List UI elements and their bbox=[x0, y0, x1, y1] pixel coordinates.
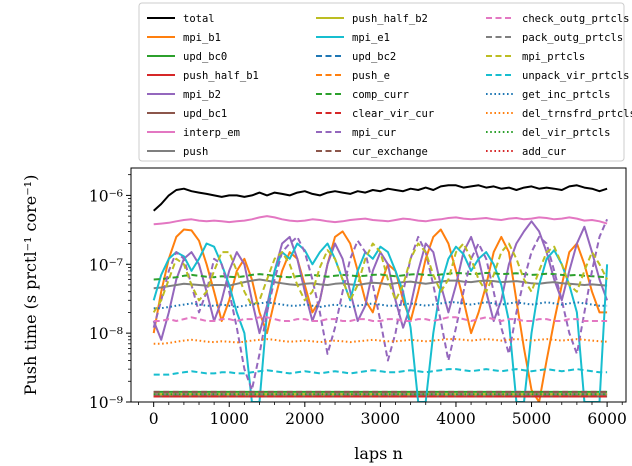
legend-label: push_half_b2 bbox=[352, 13, 428, 25]
legend-label: get_inc_prtcls bbox=[522, 89, 611, 101]
legend-label: push_e bbox=[352, 70, 390, 82]
series-line-mpi-prtcls bbox=[152, 242, 608, 313]
legend-label: mpi_b1 bbox=[183, 32, 221, 44]
x-tick-label: 0 bbox=[149, 410, 159, 428]
series-line-mpi-cur bbox=[152, 218, 609, 391]
legend-label: mpi_b2 bbox=[183, 89, 221, 101]
legend-label: mpi_prtcls bbox=[522, 51, 585, 63]
legend-label: push bbox=[183, 146, 208, 158]
y-tick-label: 10⁻⁸ bbox=[89, 325, 123, 343]
legend-label: total bbox=[183, 13, 215, 25]
x-axis: 0 1000 2000 3000 4000 5000 6000 bbox=[138, 402, 627, 428]
y-tick-label: 10⁻⁶ bbox=[89, 187, 123, 205]
series-line-get-inc-prtcls bbox=[153, 301, 608, 310]
x-tick-label: 5000 bbox=[512, 410, 551, 428]
series-line-mpi-e1 bbox=[152, 242, 609, 402]
x-tick-label: 1000 bbox=[210, 410, 249, 428]
series-line-comp-curr bbox=[153, 271, 608, 281]
legend-label: comp_curr bbox=[352, 89, 409, 101]
x-tick-label: 2000 bbox=[285, 410, 324, 428]
legend-label: clear_vir_cur bbox=[352, 108, 434, 120]
x-axis-label: laps n bbox=[354, 444, 403, 463]
legend-label: unpack_vir_prtcls bbox=[522, 70, 629, 82]
x-axis-label-text: laps n bbox=[354, 444, 403, 463]
legend: total mpi_b1 upd_bc0 push_half_b1 mpi_b2 upd_… bbox=[138, 2, 632, 162]
legend-label: add_cur bbox=[522, 146, 566, 158]
legend-label: check_outg_prtcls bbox=[522, 13, 629, 25]
y-axis: 10⁻⁹ 10⁻⁸ 10⁻⁷ 10⁻⁶ bbox=[89, 174, 131, 412]
legend-label: pack_outg_prtcls bbox=[522, 32, 623, 44]
series-line-interp-em bbox=[153, 215, 608, 226]
x-tick-label: 3000 bbox=[361, 410, 400, 428]
legend-label: upd_bc1 bbox=[183, 108, 227, 120]
y-axis-label-text: Push time (s prctl⁻¹ core⁻¹) bbox=[21, 175, 40, 396]
series-line-total bbox=[153, 184, 608, 212]
y-axis-label: Push time (s prctl⁻¹ core⁻¹) bbox=[21, 175, 40, 396]
series-layer bbox=[152, 184, 609, 402]
series-line-check-outg-prtcls bbox=[153, 316, 608, 322]
series-line-unpack-vir-prtcls bbox=[153, 368, 608, 376]
x-tick-label: 6000 bbox=[587, 410, 626, 428]
series-line-del-trnsfrd-prtcls bbox=[153, 338, 608, 345]
series-line-mpi-b1 bbox=[152, 228, 608, 402]
y-tick-label: 10⁻⁷ bbox=[89, 256, 123, 274]
y-tick-label: 10⁻⁹ bbox=[89, 394, 123, 412]
legend-label: upd_bc2 bbox=[352, 51, 396, 63]
legend-label: mpi_e1 bbox=[352, 32, 390, 44]
legend-label: cur_exchange bbox=[352, 146, 428, 158]
legend-label: interp_em bbox=[183, 127, 240, 139]
x-tick-label: 4000 bbox=[436, 410, 475, 428]
legend-label: push_half_b1 bbox=[183, 70, 259, 82]
legend-label: mpi_cur bbox=[352, 127, 396, 139]
legend-box bbox=[138, 2, 625, 162]
legend-label: del_trnsfrd_prtcls bbox=[522, 108, 632, 120]
legend-label: del_vir_prtcls bbox=[522, 127, 611, 139]
legend-label: upd_bc0 bbox=[183, 51, 227, 63]
